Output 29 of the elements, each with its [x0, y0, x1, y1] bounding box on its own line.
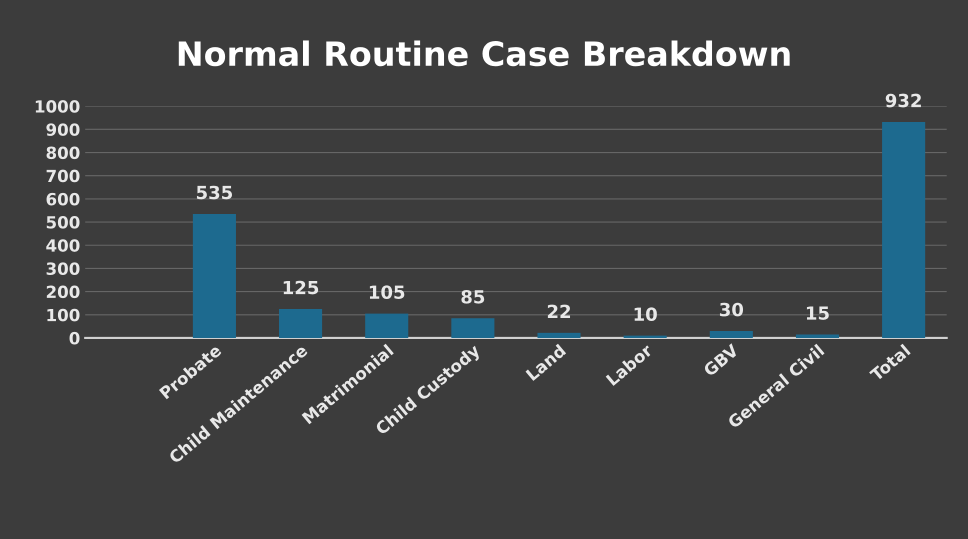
data-label: 22 [548, 304, 570, 318]
bar [710, 331, 753, 338]
data-label: 932 [886, 94, 921, 108]
bar [279, 308, 322, 338]
bar [365, 314, 408, 338]
y-tick-label: 300 [46, 262, 80, 275]
data-label: 10 [634, 307, 657, 322]
bar [451, 318, 494, 338]
chart-title: Normal Routine Case Breakdown [178, 40, 790, 66]
y-tick-label: 600 [46, 192, 80, 206]
bar [192, 214, 236, 338]
y-tick-label: 0 [70, 332, 80, 345]
data-label: 105 [370, 285, 404, 300]
y-tick-label: 900 [46, 123, 80, 136]
bar [882, 122, 926, 338]
data-label: 15 [806, 306, 829, 320]
y-tick-label: 1000 [36, 100, 80, 113]
y-tick-label: 500 [46, 216, 80, 229]
y-tick-label: 100 [47, 308, 80, 322]
bar [537, 332, 581, 338]
data-label: 125 [284, 280, 318, 294]
data-label: 535 [196, 186, 232, 200]
y-tick-label: 400 [46, 239, 80, 252]
data-label: 85 [461, 290, 484, 304]
bar [796, 334, 840, 338]
y-tick-label: 700 [46, 170, 80, 182]
data-label: 30 [720, 302, 744, 316]
y-tick-label: 200 [46, 286, 80, 298]
y-tick-label: 800 [46, 146, 80, 160]
